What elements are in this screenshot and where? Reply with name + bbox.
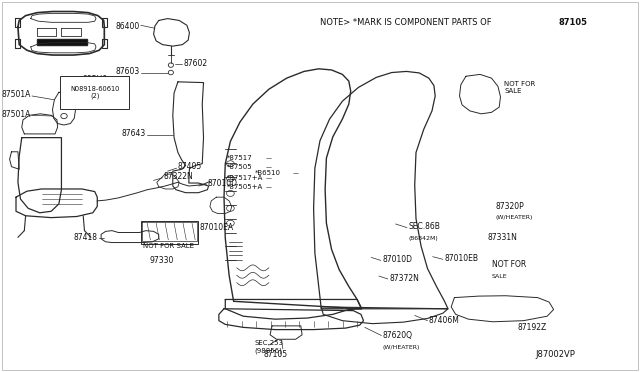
Text: NOT FOR SALE: NOT FOR SALE [143,243,195,248]
Text: SALE: SALE [492,273,507,279]
Text: 87501A: 87501A [1,110,31,119]
Text: 87322N: 87322N [164,172,193,181]
Text: 87105: 87105 [559,18,588,27]
Text: (W/HEATER): (W/HEATER) [496,215,533,220]
Text: N08918-60610
(2): N08918-60610 (2) [70,86,120,99]
Text: (W/HEATER): (W/HEATER) [383,344,420,350]
Text: J87002VP: J87002VP [535,350,575,359]
Text: (86842M): (86842M) [408,235,438,241]
Text: 87331N: 87331N [488,233,518,242]
Text: 87105: 87105 [263,350,287,359]
Text: 87320P: 87320P [496,202,525,211]
Text: SEC.253
(98856): SEC.253 (98856) [255,340,284,354]
Text: 86400: 86400 [115,22,140,31]
Text: 87406M: 87406M [429,316,460,325]
Text: 87010D: 87010D [382,255,412,264]
Text: 87501A: 87501A [1,90,31,99]
Text: 87602: 87602 [183,59,207,68]
Text: 87603: 87603 [115,67,140,76]
Text: 87620Q: 87620Q [383,331,413,340]
Text: 985H0: 985H0 [82,75,108,84]
Text: NOT FOR: NOT FOR [492,260,526,269]
Text: 87010EB: 87010EB [444,254,478,263]
Text: 87418: 87418 [74,233,98,242]
Text: *87505: *87505 [227,164,253,170]
Text: NOTE> *MARK IS COMPONENT PARTS OF: NOTE> *MARK IS COMPONENT PARTS OF [320,18,492,27]
Text: 87405: 87405 [178,162,202,171]
Text: 87643: 87643 [122,129,146,138]
Text: 87010D: 87010D [208,179,238,187]
Text: 87372N: 87372N [389,274,419,283]
Text: NOT FOR
SALE: NOT FOR SALE [504,81,536,94]
Text: *87517+A: *87517+A [227,175,264,181]
Text: 87192Z: 87192Z [517,323,547,332]
Text: *87517: *87517 [227,155,253,161]
Text: SEC.86B: SEC.86B [408,222,440,231]
Text: *B6510: *B6510 [255,170,281,176]
Text: *87505+A: *87505+A [227,184,264,190]
Text: 87010EA: 87010EA [200,223,234,232]
Text: 97330: 97330 [149,256,173,265]
Polygon shape [37,39,87,45]
